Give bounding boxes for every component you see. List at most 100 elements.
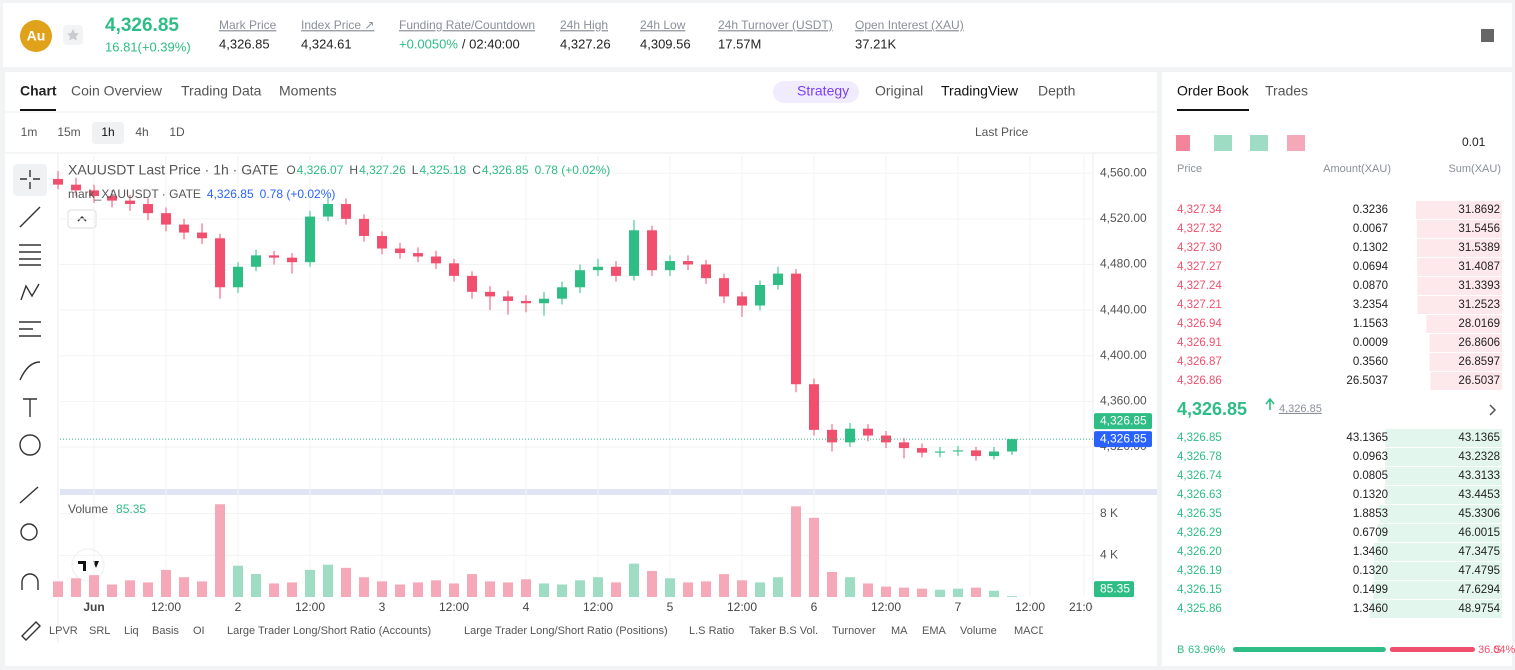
chart-tab[interactable]: Moments	[279, 83, 337, 99]
ob-amount: 26.5037	[1346, 375, 1388, 387]
indicator-tab[interactable]: MACD	[1014, 625, 1046, 637]
ob-amount: 0.0805	[1353, 470, 1388, 482]
ob-sum: 46.0015	[1458, 527, 1500, 539]
ob-tab[interactable]: Order Book	[1177, 83, 1250, 99]
ob-price[interactable]: 4,327.27	[1177, 261, 1222, 273]
layout-icon[interactable]	[1287, 135, 1305, 151]
ob-price[interactable]: 4,326.19	[1177, 565, 1222, 577]
ob-price[interactable]: 4,327.24	[1177, 280, 1222, 292]
candle-body	[989, 451, 1000, 457]
chart-legend-title: XAUUSDT Last Price · 1h · GATE	[68, 162, 278, 178]
interval[interactable]: 4h	[135, 125, 148, 139]
ob-price[interactable]: 4,326.15	[1177, 584, 1222, 596]
indicator-tab[interactable]: Volume	[960, 625, 997, 637]
indicator-tab[interactable]: SRL	[89, 625, 110, 637]
view-tab[interactable]: TradingView	[941, 83, 1019, 99]
settings-icon[interactable]	[1481, 29, 1494, 42]
last-price: 4,326.85	[105, 15, 179, 36]
interval[interactable]: 1m	[21, 125, 38, 139]
volume-label-box	[1094, 581, 1134, 598]
candle-body	[161, 213, 172, 225]
ob-price[interactable]: 4,326.86	[1177, 375, 1222, 387]
volume-bar	[53, 581, 64, 597]
chart-tab[interactable]: Trading Data	[181, 83, 262, 99]
depth-bar	[1430, 372, 1502, 390]
stat-extra: / 02:40:00	[462, 36, 520, 51]
ob-price[interactable]: 4,327.32	[1177, 223, 1222, 235]
candle-body	[53, 178, 64, 185]
candle-body	[287, 257, 298, 263]
ob-sum: 28.0169	[1458, 318, 1500, 330]
candle-body	[467, 275, 478, 292]
indicator-tab[interactable]: LPVR	[49, 625, 78, 637]
candle-body	[377, 235, 388, 249]
depth-bar	[1373, 562, 1502, 580]
indicator-tab[interactable]: Large Trader Long/Short Ratio (Accounts)	[227, 625, 431, 637]
ob-price[interactable]: 4,327.30	[1177, 242, 1222, 254]
ob-price[interactable]: 4,326.63	[1177, 489, 1222, 501]
indicator-tab[interactable]: Turnover	[832, 625, 876, 637]
candle-body	[665, 261, 676, 271]
view-tab[interactable]: Original	[875, 83, 923, 99]
ob-tab[interactable]: Trades	[1265, 83, 1308, 99]
legend-item: C	[472, 163, 481, 177]
ob-price[interactable]: 4,325.86	[1177, 603, 1222, 615]
indicator-tab[interactable]: Taker B.S Vol.	[749, 625, 818, 637]
chart-tab[interactable]: Chart	[20, 83, 57, 99]
ob-price[interactable]: 4,326.94	[1177, 318, 1222, 330]
ob-price[interactable]: 4,327.34	[1177, 204, 1222, 216]
candle-body	[881, 435, 892, 443]
interval[interactable]: 1h	[101, 125, 114, 139]
layout-icon[interactable]	[1250, 135, 1268, 151]
legend-item: O	[286, 163, 295, 177]
indicator-tab[interactable]: Large Trader Long/Short Ratio (Positions…	[464, 625, 668, 637]
candle-body	[341, 204, 352, 219]
ob-price[interactable]: 4,326.87	[1177, 356, 1222, 368]
ob-price[interactable]: 4,326.91	[1177, 337, 1222, 349]
candle-body	[863, 428, 874, 436]
x-tick-label: 12:00	[583, 600, 613, 614]
view-tab[interactable]: Strategy	[797, 83, 849, 99]
ob-amount: 1.3460	[1353, 603, 1388, 615]
y-tick-label: 4,480.00	[1100, 257, 1147, 271]
stat-label: 24h Turnover (USDT)	[718, 18, 833, 32]
drawing-tools[interactable]	[19, 170, 41, 641]
precision[interactable]: 0.01	[1462, 135, 1486, 149]
depth-bar	[1416, 239, 1502, 257]
indicator-tab[interactable]: EMA	[922, 625, 947, 637]
layout-icon[interactable]	[1176, 135, 1190, 151]
indicator-tab[interactable]: MA	[891, 625, 908, 637]
ob-price[interactable]: 4,326.20	[1177, 546, 1222, 558]
chart-tab[interactable]: Coin Overview	[71, 83, 163, 99]
ob-price[interactable]: 4,326.35	[1177, 508, 1222, 520]
depth-bar	[1385, 448, 1502, 466]
indicator-tab[interactable]: L.S Ratio	[689, 625, 734, 637]
ob-column: Sum(XAU)	[1448, 163, 1501, 175]
chevron[interactable]	[1489, 404, 1497, 416]
indicator-tab[interactable]: Liq	[124, 625, 139, 637]
view-tab[interactable]: Depth	[1038, 83, 1075, 99]
interval[interactable]: 1D	[169, 125, 185, 139]
ob-price[interactable]: 4,326.74	[1177, 470, 1222, 482]
layout-icon[interactable]	[1214, 135, 1232, 151]
ob-price[interactable]: 4,326.85	[1177, 432, 1222, 444]
stat-label: 24h Low	[640, 18, 686, 32]
indicator-tab[interactable]: OI	[193, 625, 205, 637]
ob-price[interactable]: 4,326.78	[1177, 451, 1222, 463]
volume-bar	[971, 587, 982, 597]
ob-amount: 0.1499	[1353, 584, 1388, 596]
ob-price[interactable]: 4,326.29	[1177, 527, 1222, 539]
depth-bar	[1385, 467, 1502, 485]
indicator-tab[interactable]: Basis	[152, 625, 179, 637]
strategy-pill	[773, 81, 859, 103]
candle-body	[845, 428, 856, 443]
ob-price[interactable]: 4,327.21	[1177, 299, 1222, 311]
volume-bar	[773, 577, 784, 597]
price-source[interactable]: Last Price	[975, 125, 1029, 139]
volume-bar	[161, 569, 172, 597]
ob-sum: 43.1365	[1458, 432, 1500, 444]
depth-bar	[1417, 296, 1502, 314]
interval[interactable]: 15m	[57, 125, 80, 139]
tool-selected	[13, 164, 47, 196]
volume-bar	[575, 580, 586, 597]
